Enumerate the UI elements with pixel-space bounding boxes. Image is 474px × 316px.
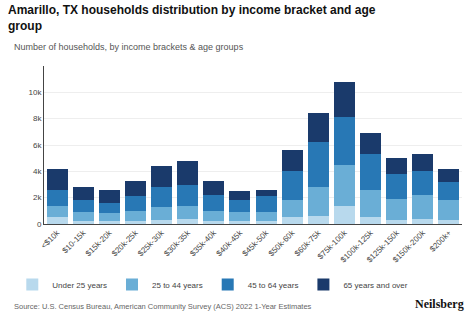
svg-text:$60k-75k: $60k-75k [293,228,323,258]
svg-text:<$10k: <$10k [39,228,62,251]
svg-text:$10-15k: $10-15k [61,228,89,256]
svg-text:Amarillo, TX households distri: Amarillo, TX households distribution by … [8,3,376,33]
svg-text:6k: 6k [33,141,42,150]
svg-text:Number of households, by incom: Number of households, by income brackets… [14,42,244,52]
svg-text:0: 0 [37,220,42,229]
svg-text:$50k-60k: $50k-60k [267,228,297,258]
svg-text:2k: 2k [33,193,42,202]
svg-text:$150k-200k: $150k-200k [391,228,428,265]
svg-text:$30k-35k: $30k-35k [162,228,192,258]
svg-text:8k: 8k [33,114,42,123]
svg-text:$75k-100k: $75k-100k [316,228,349,261]
svg-text:Neilsberg: Neilsberg [415,297,464,311]
svg-text:25 to 44 years: 25 to 44 years [152,281,203,290]
svg-text:45 to 64 years: 45 to 64 years [248,281,299,290]
svg-text:$45k-50k: $45k-50k [241,228,271,258]
svg-text:$40k-45k: $40k-45k [215,228,245,258]
svg-text:65 years and over: 65 years and over [343,281,407,290]
svg-text:$35k-40k: $35k-40k [188,228,218,258]
svg-text:$25k-30k: $25k-30k [136,228,166,258]
svg-text:4k: 4k [33,167,42,176]
svg-text:$200k+: $200k+ [428,228,453,253]
svg-text:Under 25 years: Under 25 years [52,281,107,290]
svg-text:$15k-20k: $15k-20k [84,228,114,258]
svg-text:Source: U.S. Census Bureau, Am: Source: U.S. Census Bureau, American Com… [14,302,312,311]
svg-text:$125k-150k: $125k-150k [365,228,402,265]
svg-text:$100k-125k: $100k-125k [339,228,376,265]
svg-text:$20k-25k: $20k-25k [110,228,140,258]
svg-text:10k: 10k [28,88,42,97]
